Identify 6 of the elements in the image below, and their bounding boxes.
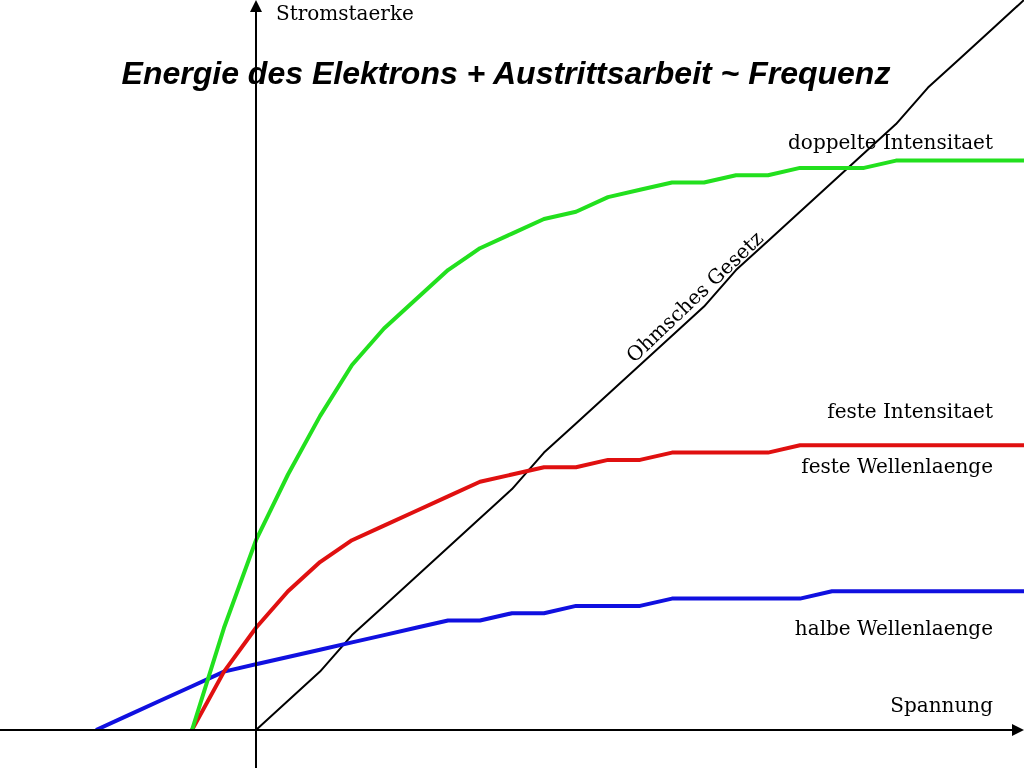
x-axis-title: Spannung <box>890 693 994 718</box>
series-label: feste Intensitaet <box>827 399 993 424</box>
series-label: halbe Wellenlaenge <box>794 616 993 641</box>
series-label: doppelte Intensitaet <box>788 130 993 155</box>
y-axis-title: Stromstaerke <box>276 1 414 26</box>
annotation: feste Wellenlaenge <box>801 454 993 479</box>
